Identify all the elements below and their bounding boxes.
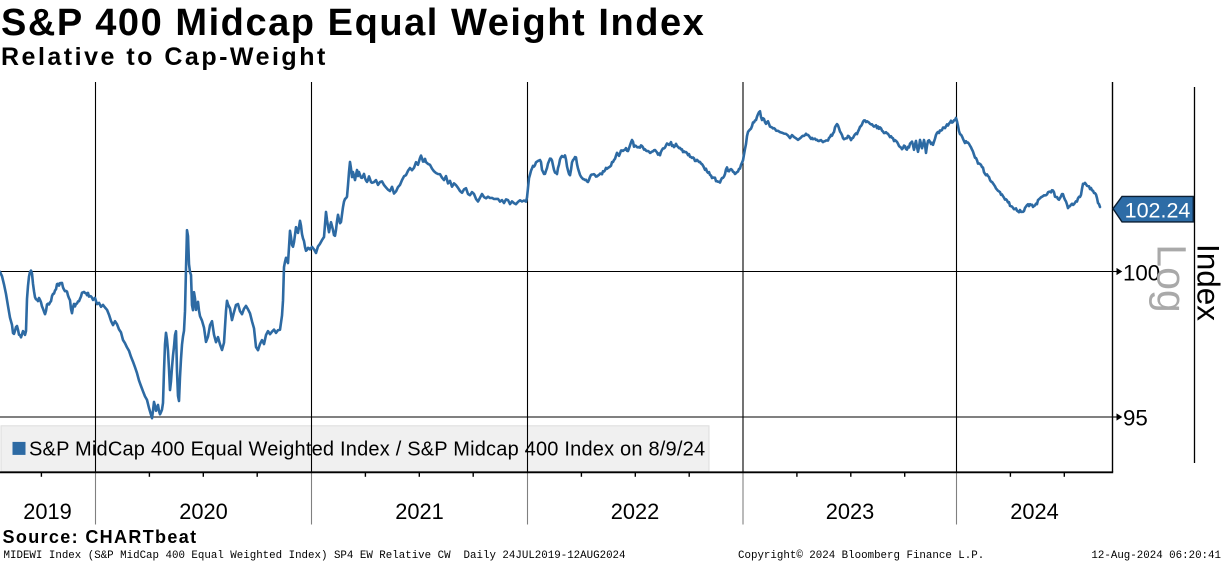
svg-text:95: 95 [1123,405,1148,430]
svg-text:Index: Index [1191,244,1224,321]
svg-text:2022: 2022 [611,499,660,524]
svg-text:102.24: 102.24 [1125,198,1191,222]
svg-text:2021: 2021 [395,499,444,524]
svg-text:2024: 2024 [1010,499,1059,524]
svg-text:2020: 2020 [179,499,228,524]
svg-text:100: 100 [1123,261,1160,286]
svg-text:S&P MidCap 400 Equal Weighted: S&P MidCap 400 Equal Weighted Index / S&… [29,438,705,460]
svg-text:2023: 2023 [826,499,875,524]
svg-text:Log: Log [1149,244,1195,312]
svg-text:2019: 2019 [23,499,72,524]
